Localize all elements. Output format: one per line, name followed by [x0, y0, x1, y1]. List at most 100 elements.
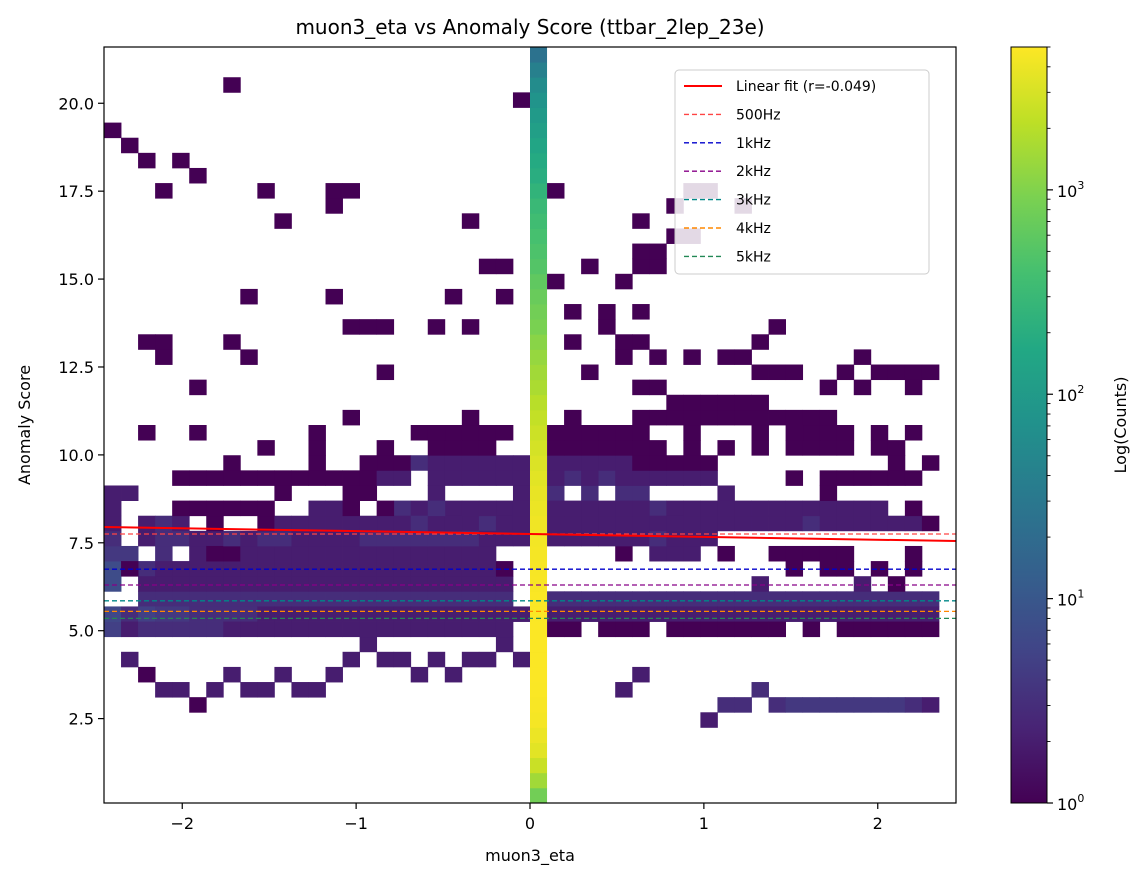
- heatmap-cell: [632, 621, 650, 638]
- heatmap-cell: [359, 591, 378, 607]
- heatmap-cell: [836, 364, 855, 381]
- heatmap-cell: [257, 576, 275, 592]
- heatmap-cell: [461, 425, 480, 441]
- heatmap-cell: [887, 606, 906, 622]
- heatmap-cell: [172, 606, 190, 622]
- heatmap-cell-central: [530, 152, 548, 169]
- heatmap-cell: [325, 288, 343, 305]
- heatmap-cell: [495, 606, 514, 622]
- heatmap-cell: [615, 455, 633, 471]
- heatmap-cell: [649, 500, 667, 517]
- heatmap-cell: [376, 530, 395, 547]
- heatmap-cell: [461, 319, 480, 335]
- heatmap-cell: [904, 364, 923, 381]
- heatmap-cell: [393, 651, 412, 668]
- heatmap-cell: [444, 545, 463, 562]
- heatmap-cell: [478, 500, 497, 517]
- heatmap-cell: [308, 621, 326, 638]
- heatmap-cell: [564, 530, 582, 547]
- heatmap-cell: [615, 621, 633, 638]
- heatmap-cell: [461, 500, 480, 517]
- heatmap-cell: [444, 470, 463, 486]
- heatmap-cell: [121, 621, 139, 638]
- heatmap-cell: [887, 440, 906, 456]
- heatmap-cell: [359, 515, 378, 532]
- heatmap-cell: [308, 545, 326, 562]
- heatmap-cell: [104, 530, 122, 547]
- heatmap-cell: [393, 515, 412, 532]
- heatmap-cell-central: [530, 470, 548, 486]
- heatmap-cell: [189, 500, 207, 517]
- heatmap-cell: [564, 500, 582, 517]
- heatmap-cell: [427, 651, 446, 668]
- heatmap-cell: [887, 697, 906, 713]
- heatmap-cell: [581, 364, 599, 381]
- heatmap-cell: [870, 500, 889, 517]
- heatmap-cell: [547, 470, 565, 486]
- heatmap-cell: [700, 455, 718, 471]
- heatmap-cell: [683, 545, 701, 562]
- heatmap-cell: [325, 621, 343, 638]
- heatmap-cell-central: [530, 455, 548, 471]
- heatmap-cell: [155, 545, 173, 562]
- heatmap-cell: [240, 470, 258, 486]
- heatmap-cell: [291, 591, 309, 607]
- heatmap-cell: [887, 455, 906, 471]
- heatmap-cell: [257, 183, 275, 199]
- heatmap-cell: [547, 183, 565, 199]
- heatmap-cell: [240, 621, 258, 638]
- heatmap-cell: [870, 364, 889, 381]
- heatmap-cell: [342, 651, 360, 668]
- heatmap-cell: [342, 470, 360, 486]
- heatmap-cell: [444, 425, 463, 441]
- legend-label: 4kHz: [736, 221, 771, 237]
- heatmap-cell: [342, 319, 360, 335]
- heatmap-cell: [427, 530, 446, 547]
- heatmap-cell: [138, 576, 156, 592]
- heatmap-cell: [751, 394, 769, 411]
- heatmap-cell: [921, 621, 940, 638]
- heatmap-cell: [615, 425, 633, 441]
- heatmap-cell: [291, 606, 309, 622]
- legend-label: 500Hz: [736, 107, 781, 123]
- heatmap-cell: [478, 606, 497, 622]
- heatmap-cell: [274, 606, 292, 622]
- heatmap-cell: [853, 500, 872, 517]
- heatmap-cell: [666, 545, 684, 562]
- heatmap-cell: [632, 409, 650, 426]
- y-tick-label: 15.0: [58, 270, 94, 289]
- heatmap-cell-central: [530, 319, 548, 335]
- heatmap-cell: [581, 515, 599, 532]
- heatmap-cell: [155, 621, 173, 638]
- heatmap-cell: [325, 545, 343, 562]
- heatmap-cell-central: [530, 682, 548, 698]
- heatmap-cell: [342, 530, 360, 547]
- heatmap-cell: [359, 470, 378, 486]
- heatmap-cell: [632, 530, 650, 547]
- heatmap-cell: [240, 349, 258, 365]
- heatmap-cell: [342, 500, 360, 517]
- heatmap-cell: [870, 515, 889, 532]
- heatmap-cell: [325, 576, 343, 592]
- heatmap-cell: [836, 545, 855, 562]
- heatmap-cell: [223, 334, 241, 350]
- heatmap-cell: [564, 591, 582, 607]
- heatmap-cell: [240, 576, 258, 592]
- legend-label: Linear fit (r=-0.049): [736, 79, 876, 95]
- heatmap-cell: [802, 697, 821, 713]
- heatmap-cell: [257, 500, 275, 517]
- heatmap-cell: [257, 515, 275, 532]
- heatmap-cell: [921, 591, 940, 607]
- heatmap-cell: [581, 606, 599, 622]
- heatmap-cell: [376, 545, 395, 562]
- heatmap-cell: [751, 576, 769, 592]
- heatmap-cell: [904, 515, 923, 532]
- heatmap-cell: [478, 545, 497, 562]
- heatmap-cell: [547, 440, 565, 456]
- heatmap-cell: [564, 515, 582, 532]
- legend: Linear fit (r=-0.049) 500Hz 1kHz 2kHz 3kHz 4k…: [674, 69, 930, 275]
- heatmap-cell: [836, 621, 855, 638]
- heatmap-cell: [632, 455, 650, 471]
- heatmap-cell: [785, 500, 804, 517]
- y-tick-label: 5.0: [69, 622, 94, 641]
